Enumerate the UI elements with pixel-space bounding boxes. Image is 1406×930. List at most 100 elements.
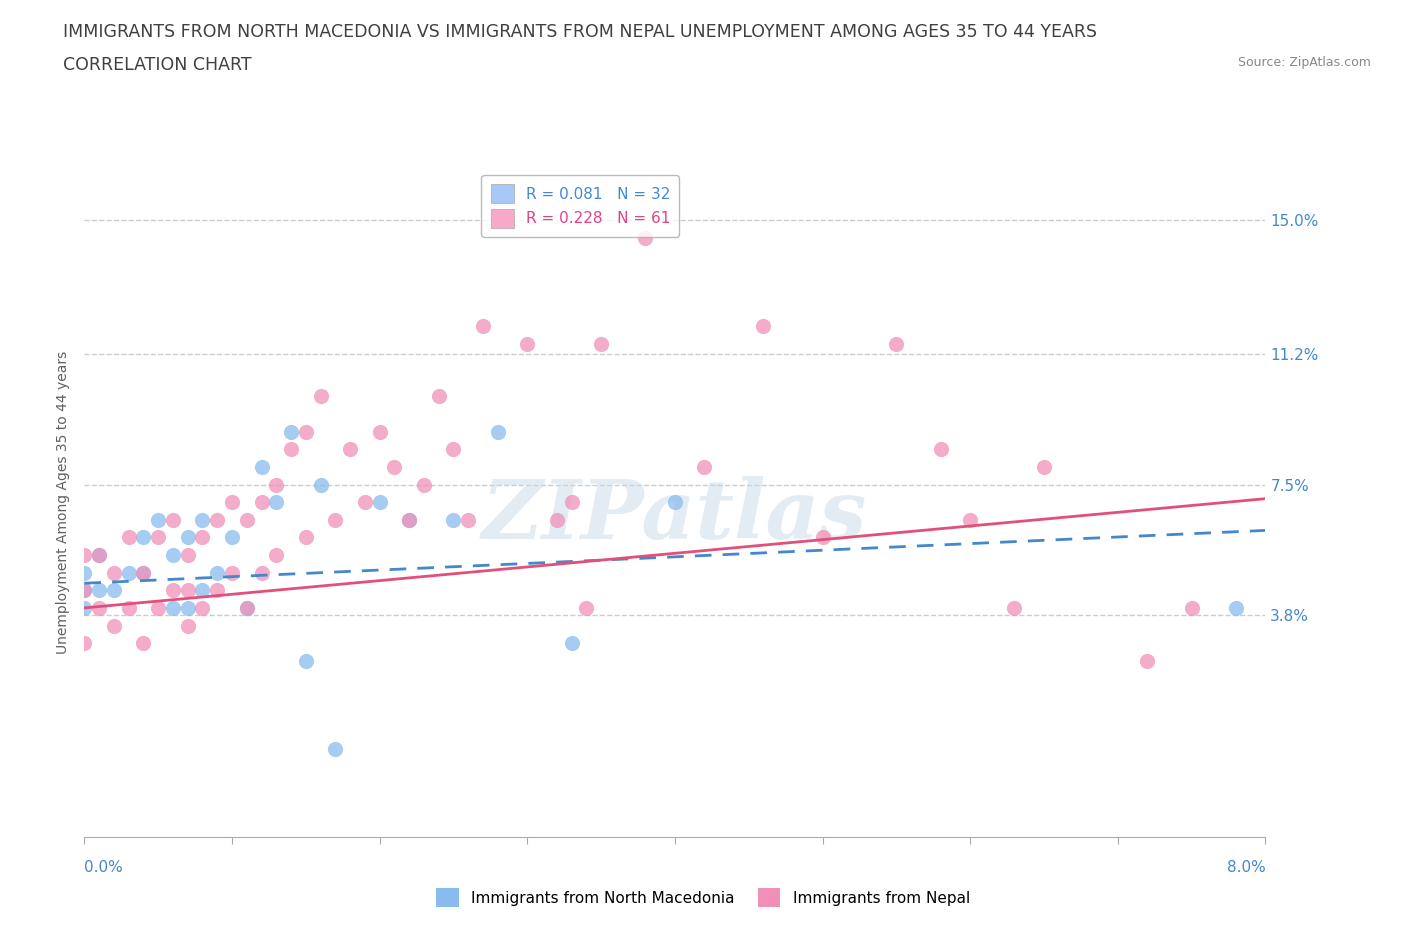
Point (443, 512, 465, 527)
Point (634, 231, 657, 246)
Point (323, 741, 347, 756)
Point (398, 512, 420, 527)
Point (354, 495, 377, 510)
Point (264, 548, 288, 563)
Point (221, 565, 243, 580)
Point (191, 601, 214, 616)
Point (1136, 654, 1159, 669)
Point (280, 442, 302, 457)
Point (929, 442, 952, 457)
Point (235, 601, 259, 616)
Text: ZIPatlas: ZIPatlas (482, 475, 868, 555)
Point (162, 601, 184, 616)
Point (664, 495, 686, 510)
Point (118, 530, 141, 545)
Point (560, 495, 583, 510)
Point (339, 442, 361, 457)
Point (1180, 601, 1202, 616)
Point (1032, 459, 1054, 474)
Text: Source: ZipAtlas.com: Source: ZipAtlas.com (1237, 56, 1371, 69)
Point (398, 512, 420, 527)
Point (191, 512, 214, 527)
Y-axis label: Unemployment Among Ages 35 to 44 years: Unemployment Among Ages 35 to 44 years (56, 351, 70, 654)
Point (560, 636, 583, 651)
Point (118, 565, 141, 580)
Point (73, 601, 96, 616)
Point (280, 424, 302, 439)
Point (250, 459, 273, 474)
Point (177, 583, 200, 598)
Point (205, 565, 228, 580)
Point (73, 583, 96, 598)
Point (73, 636, 96, 651)
Point (368, 495, 391, 510)
Point (1225, 601, 1247, 616)
Point (516, 336, 538, 351)
Point (148, 601, 170, 616)
Point (87, 583, 111, 598)
Point (693, 459, 716, 474)
Point (148, 530, 170, 545)
Point (177, 601, 200, 616)
Point (177, 618, 200, 633)
Point (162, 512, 184, 527)
Point (235, 601, 259, 616)
Point (103, 618, 125, 633)
Point (309, 477, 332, 492)
Point (1004, 601, 1026, 616)
Point (87, 548, 111, 563)
Point (73, 565, 96, 580)
Text: CORRELATION CHART: CORRELATION CHART (63, 56, 252, 73)
Point (264, 477, 288, 492)
Point (295, 654, 318, 669)
Point (221, 495, 243, 510)
Point (591, 336, 613, 351)
Point (250, 495, 273, 510)
Point (118, 601, 141, 616)
Point (177, 548, 200, 563)
Point (205, 512, 228, 527)
Point (235, 512, 259, 527)
Point (959, 512, 981, 527)
Point (132, 565, 155, 580)
Legend: Immigrants from North Macedonia, Immigrants from Nepal: Immigrants from North Macedonia, Immigra… (430, 883, 976, 913)
Point (162, 583, 184, 598)
Point (87, 601, 111, 616)
Point (148, 512, 170, 527)
Point (73, 583, 96, 598)
Point (295, 424, 318, 439)
Point (546, 512, 568, 527)
Text: IMMIGRANTS FROM NORTH MACEDONIA VS IMMIGRANTS FROM NEPAL UNEMPLOYMENT AMONG AGES: IMMIGRANTS FROM NORTH MACEDONIA VS IMMIG… (63, 23, 1097, 41)
Point (205, 583, 228, 598)
Point (103, 583, 125, 598)
Point (87, 548, 111, 563)
Point (73, 548, 96, 563)
Point (162, 548, 184, 563)
Point (413, 477, 436, 492)
Point (295, 530, 318, 545)
Text: 0.0%: 0.0% (84, 860, 124, 875)
Point (264, 495, 288, 510)
Point (752, 319, 775, 334)
Point (191, 583, 214, 598)
Point (132, 565, 155, 580)
Point (575, 601, 598, 616)
Point (486, 424, 509, 439)
Point (443, 442, 465, 457)
Point (221, 530, 243, 545)
Point (132, 636, 155, 651)
Point (811, 530, 834, 545)
Point (382, 459, 406, 474)
Point (132, 530, 155, 545)
Point (177, 530, 200, 545)
Point (886, 336, 908, 351)
Point (323, 512, 347, 527)
Point (457, 512, 479, 527)
Point (472, 319, 495, 334)
Point (427, 389, 450, 404)
Point (191, 530, 214, 545)
Legend: R = 0.081   N = 32, R = 0.228   N = 61: R = 0.081 N = 32, R = 0.228 N = 61 (481, 175, 679, 237)
Point (250, 565, 273, 580)
Text: 8.0%: 8.0% (1226, 860, 1265, 875)
Point (103, 565, 125, 580)
